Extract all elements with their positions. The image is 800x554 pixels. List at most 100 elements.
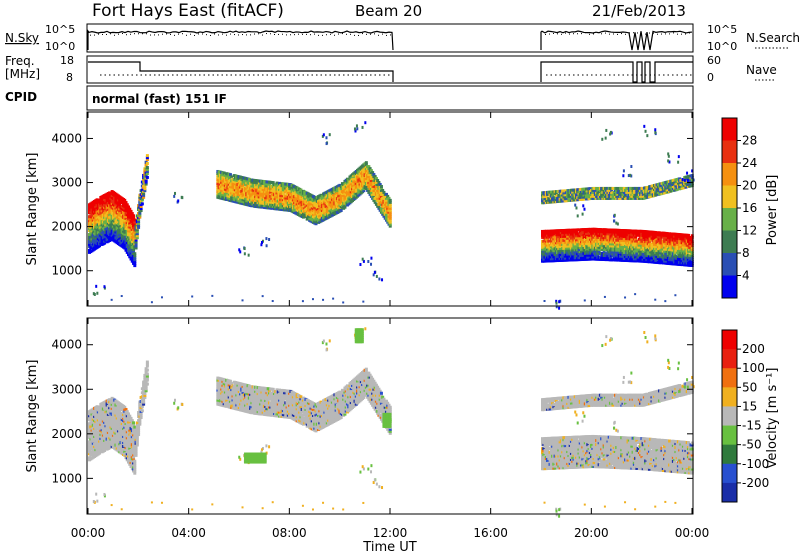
power-cell [554, 253, 558, 257]
power-cell [684, 237, 688, 241]
power-cell [132, 234, 136, 238]
power-cell [384, 192, 388, 196]
power-cell [549, 245, 553, 249]
noise-point [218, 34, 219, 36]
noise-point [581, 33, 582, 35]
power-cell [587, 249, 591, 253]
power-cell [343, 205, 347, 209]
power-cell [647, 240, 651, 244]
power-cell [652, 236, 656, 240]
power-cell [145, 158, 149, 162]
power-cell [145, 166, 149, 170]
power-cell [128, 207, 132, 211]
noise-point [282, 33, 283, 35]
power-cell [145, 156, 149, 160]
power-cell [617, 196, 621, 200]
power-cell [661, 235, 665, 239]
power-cell [656, 243, 660, 247]
noise-point [549, 33, 550, 35]
power-cell [133, 254, 137, 258]
power-cell [654, 256, 658, 260]
power-cell [606, 246, 610, 250]
power-cell [686, 233, 690, 237]
power-cell [652, 252, 656, 256]
power-cell [372, 190, 376, 194]
power-cell [135, 230, 139, 234]
power-cell [551, 253, 555, 257]
power-cell [145, 169, 149, 173]
power-cell [218, 192, 222, 196]
noise-point [98, 33, 99, 35]
power-cell [635, 231, 639, 235]
power-cell [364, 179, 368, 183]
power-cell [612, 252, 616, 256]
power-cell [266, 192, 270, 196]
power-cell [620, 244, 624, 248]
power-cell [690, 260, 694, 264]
power-cell [137, 221, 141, 225]
power-cell [642, 249, 646, 253]
noise-panel-frame [86, 23, 694, 53]
power-cell [142, 191, 146, 195]
noise-point [254, 33, 255, 35]
power-cell [139, 207, 143, 211]
power-cell [690, 236, 694, 240]
power-cell [541, 229, 544, 233]
power-cell [645, 234, 649, 238]
power-cell [142, 195, 146, 199]
power-cell [98, 244, 102, 248]
power-cell [288, 202, 292, 206]
power-cell [138, 215, 142, 219]
power-cell [673, 252, 677, 256]
power-cell [581, 250, 585, 254]
power-cell [382, 190, 386, 194]
power-cell [685, 259, 689, 263]
power-cell [124, 201, 128, 205]
power-cell [388, 224, 392, 228]
noise-point [681, 33, 682, 35]
nsky-tick-top: 10^5 [45, 23, 75, 36]
date-label: 21/Feb/2013 [592, 2, 686, 20]
cpid-label: CPID [5, 90, 37, 104]
power-cell [586, 193, 590, 197]
power-cell [581, 232, 585, 236]
power-cell [674, 258, 678, 262]
power-cell [272, 201, 276, 205]
noise-point [250, 34, 251, 36]
noise-point [278, 33, 279, 35]
power-cell [650, 258, 654, 262]
noise-point [238, 34, 239, 36]
power-cell [225, 178, 229, 182]
freq-unit-label: [MHz] [5, 67, 40, 81]
power-cell [237, 177, 241, 181]
power-cell [670, 260, 674, 264]
beam-label: Beam 20 [355, 2, 422, 20]
power-cell [145, 167, 149, 171]
power-cell [595, 186, 599, 190]
power-cell [655, 239, 659, 243]
power-cell [128, 213, 132, 217]
power-cell [145, 175, 149, 179]
power-cell [544, 195, 548, 199]
power-cell [129, 209, 133, 213]
power-cell [554, 243, 558, 247]
power-cell [624, 252, 628, 256]
power-cell [602, 250, 606, 254]
power-cell [377, 204, 381, 208]
power-cell [132, 216, 136, 220]
freq-line [88, 61, 394, 82]
noise-point [274, 33, 275, 35]
power-cell [634, 255, 638, 259]
power-cell [557, 195, 561, 199]
power-cell [690, 256, 694, 260]
noise-point [214, 33, 215, 35]
power-cell [367, 165, 371, 169]
power-cell [134, 240, 138, 244]
noise-point [202, 33, 203, 35]
power-cell [123, 242, 127, 246]
power-cell [616, 258, 620, 262]
power-cell [246, 199, 250, 203]
power-cell [369, 169, 373, 173]
power-cell [542, 253, 546, 257]
power-cell [230, 195, 234, 199]
